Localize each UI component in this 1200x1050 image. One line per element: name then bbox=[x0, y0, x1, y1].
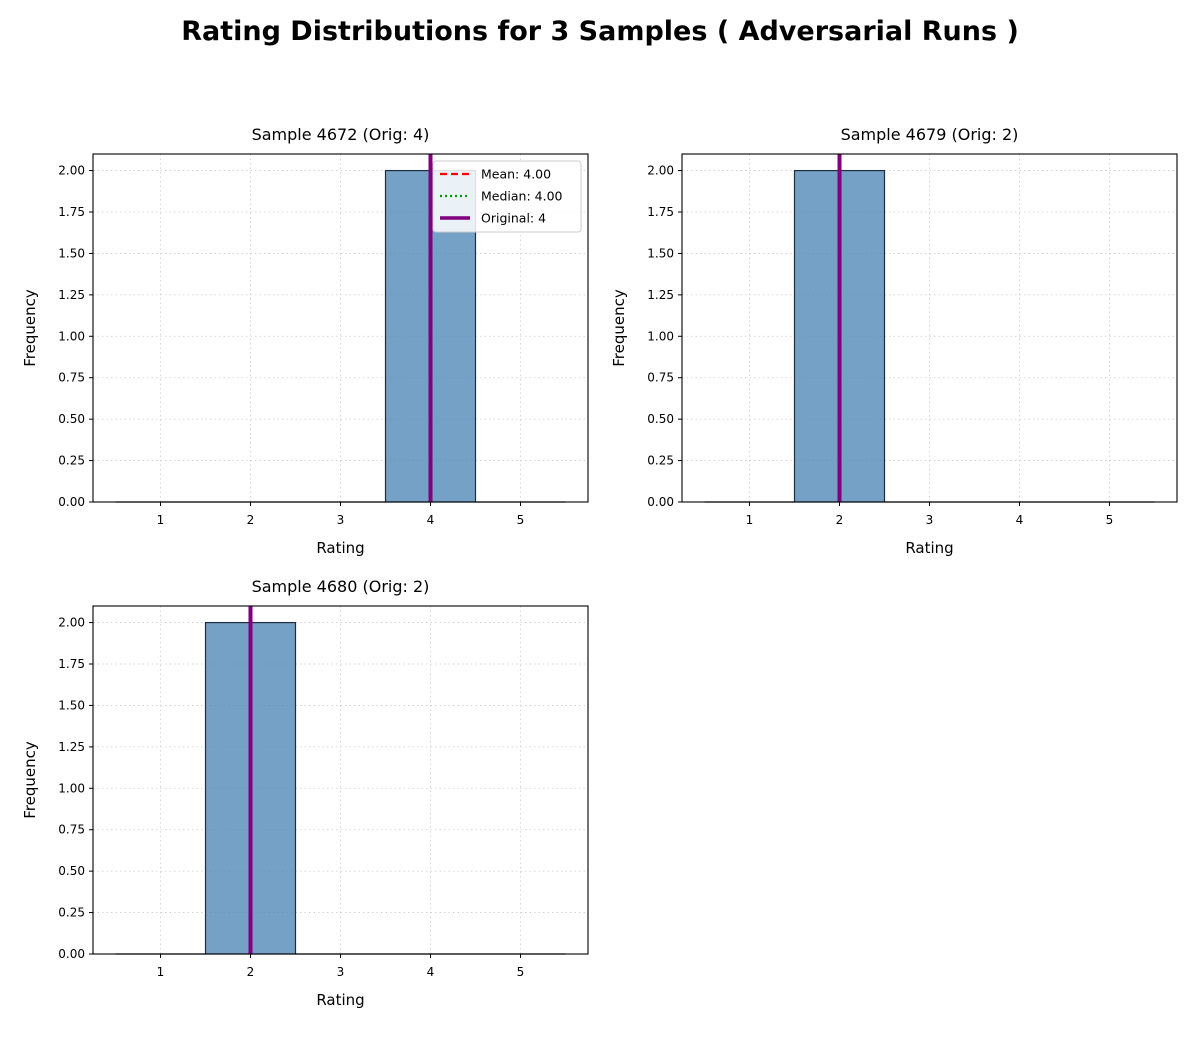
legend: Mean: 4.00 Median: 4.00 Original: 4 bbox=[432, 160, 582, 233]
y-tick-label: 0.75 bbox=[58, 371, 85, 385]
y-tick-label: 0.00 bbox=[58, 495, 85, 509]
x-tick-label: 3 bbox=[926, 513, 934, 527]
axes-frame bbox=[681, 153, 1178, 503]
subplot-3: 0.00 0.25 0.50 0.75 1.00 1.25 1.50 1.75 2.00 1 2 3 4… bbox=[21, 577, 589, 1009]
y-tick-label: 0.50 bbox=[647, 412, 674, 426]
y-tick-label: 1.75 bbox=[58, 657, 85, 671]
y-tick-label: 0.75 bbox=[58, 823, 85, 837]
y-tick-label: 1.75 bbox=[647, 205, 674, 219]
y-tick-label: 0.50 bbox=[58, 412, 85, 426]
y-tick-label: 1.50 bbox=[647, 246, 674, 260]
subplot-title: Sample 4679 (Orig: 2) bbox=[841, 125, 1019, 144]
y-tick-label: 0.00 bbox=[647, 495, 674, 509]
y-axis-label: Frequency bbox=[610, 289, 628, 367]
y-tick-label: 0.25 bbox=[58, 454, 85, 468]
x-axis-label: Rating bbox=[316, 991, 364, 1009]
figure-title: Rating Distributions for 3 Samples ( Adv… bbox=[181, 16, 1019, 47]
subplot-title: Sample 4680 (Orig: 2) bbox=[252, 577, 430, 596]
x-tick-label: 5 bbox=[517, 965, 525, 979]
legend-box bbox=[432, 160, 582, 233]
x-tick-label: 5 bbox=[1106, 513, 1114, 527]
legend-label: Mean: 4.00 bbox=[481, 167, 551, 182]
y-tick-label: 0.00 bbox=[58, 947, 85, 961]
subplot-2: 0.00 0.25 0.50 0.75 1.00 1.25 1.50 1.75 2.00 1 2 3 4… bbox=[610, 125, 1178, 557]
y-tick-label: 0.25 bbox=[647, 454, 674, 468]
x-tick-label: 1 bbox=[157, 965, 165, 979]
x-tick-label: 2 bbox=[836, 513, 844, 527]
subplot-1: 0.00 0.25 0.50 0.75 1.00 1.25 1.50 1.75 2.00 1 2 3 4… bbox=[21, 125, 589, 557]
x-tick-label: 5 bbox=[517, 513, 525, 527]
legend-label: Original: 4 bbox=[481, 211, 546, 226]
y-tick-label: 2.00 bbox=[647, 164, 674, 178]
y-tick-label: 1.25 bbox=[647, 288, 674, 302]
x-tick-label: 1 bbox=[746, 513, 754, 527]
x-tick-label: 4 bbox=[427, 513, 435, 527]
axes-frame bbox=[92, 605, 589, 955]
y-axis-label: Frequency bbox=[21, 741, 39, 819]
y-tick-label: 1.00 bbox=[647, 329, 674, 343]
y-tick-label: 1.50 bbox=[58, 698, 85, 712]
x-axis-label: Rating bbox=[905, 539, 953, 557]
x-tick-label: 4 bbox=[1016, 513, 1024, 527]
x-tick-label: 3 bbox=[337, 513, 345, 527]
x-tick-label: 4 bbox=[427, 965, 435, 979]
legend-label: Median: 4.00 bbox=[481, 189, 563, 204]
y-tick-label: 1.25 bbox=[58, 288, 85, 302]
y-tick-label: 2.00 bbox=[58, 164, 85, 178]
y-tick-label: 2.00 bbox=[58, 616, 85, 630]
subplot-title: Sample 4672 (Orig: 4) bbox=[252, 125, 430, 144]
y-tick-label: 1.75 bbox=[58, 205, 85, 219]
y-tick-label: 0.50 bbox=[58, 864, 85, 878]
y-tick-label: 1.50 bbox=[58, 246, 85, 260]
x-tick-label: 2 bbox=[247, 513, 255, 527]
x-tick-label: 1 bbox=[157, 513, 165, 527]
y-tick-label: 1.00 bbox=[58, 781, 85, 795]
y-tick-label: 0.75 bbox=[647, 371, 674, 385]
x-axis-label: Rating bbox=[316, 539, 364, 557]
x-tick-label: 2 bbox=[247, 965, 255, 979]
y-tick-label: 1.25 bbox=[58, 740, 85, 754]
y-tick-label: 1.00 bbox=[58, 329, 85, 343]
y-axis-label: Frequency bbox=[21, 289, 39, 367]
x-tick-label: 3 bbox=[337, 965, 345, 979]
y-tick-label: 0.25 bbox=[58, 906, 85, 920]
